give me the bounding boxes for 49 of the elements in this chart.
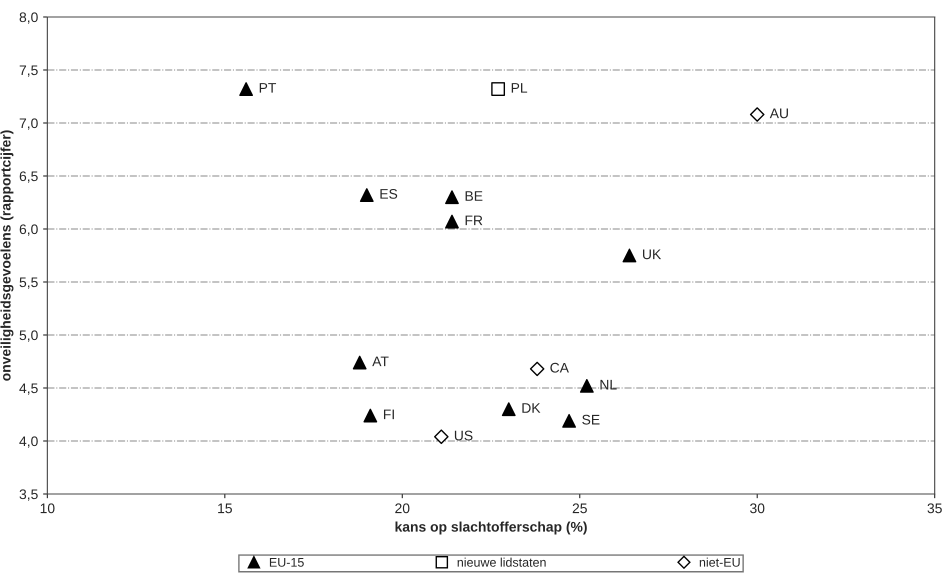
y-tick-label: 3,5	[20, 489, 38, 501]
annotation: ES	[380, 188, 398, 199]
annotation: FR	[466, 216, 482, 226]
legend-label: nieuwe lidstaten	[458, 558, 546, 567]
annotation: PT	[260, 83, 276, 93]
annotation: BE	[466, 191, 482, 201]
point	[445, 190, 459, 204]
x-tick-label: 25	[572, 503, 587, 514]
point	[363, 408, 378, 422]
y-tick-label: 6,5	[20, 171, 38, 183]
annotation: AU	[770, 108, 788, 118]
point	[750, 107, 765, 122]
point	[530, 362, 544, 376]
x-tick-label: 10	[40, 503, 55, 514]
x-tick-label: 20	[395, 503, 410, 514]
point	[239, 82, 254, 96]
point	[352, 356, 367, 370]
x-tick-label: 15	[218, 504, 232, 514]
annotation: SE	[582, 414, 600, 425]
point	[502, 402, 516, 416]
point	[562, 414, 576, 428]
y-tick-label: 5,5	[20, 277, 38, 289]
x-tick-label: 35	[927, 503, 942, 514]
x-axis-title: kans op slachtofferschap (%)	[396, 522, 587, 534]
annotation: PL	[512, 83, 528, 93]
y-tick-label: 4,0	[19, 436, 38, 448]
y-tick-label: 7,5	[20, 65, 38, 77]
annotation: AT	[372, 356, 389, 366]
point	[445, 214, 459, 228]
point	[360, 188, 374, 202]
point	[434, 429, 449, 444]
annotation: DK	[522, 403, 540, 413]
y-tick-label: 8,0	[20, 12, 38, 24]
point	[580, 378, 594, 393]
legend-label: niet-EU	[700, 558, 740, 567]
annotation: NL	[600, 380, 617, 390]
point	[622, 248, 636, 262]
y-tick-label: 7,0	[20, 118, 38, 130]
annotation: CA	[550, 362, 569, 373]
x-tick-label: 30	[750, 503, 764, 514]
point	[491, 82, 506, 96]
annotation: US	[454, 430, 472, 440]
y-tick-label: 4,5	[19, 383, 38, 395]
y-tick-label: 5,0	[20, 330, 38, 342]
annotation: UK	[643, 250, 662, 260]
legend-label: EU-15	[270, 558, 304, 567]
y-axis-title: onveiligheidsgevoelens (rapportcijfer)	[0, 130, 14, 381]
annotation: FI	[384, 410, 394, 420]
y-tick-label: 6,0	[20, 224, 38, 236]
